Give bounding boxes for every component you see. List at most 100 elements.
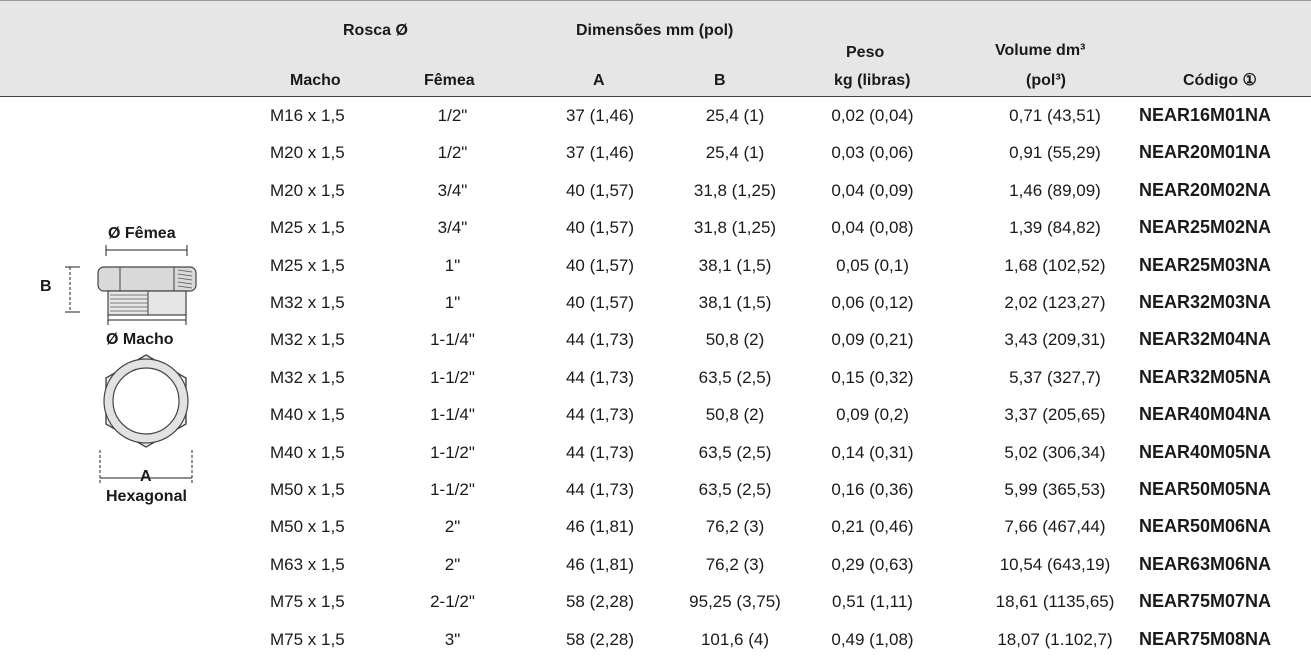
cell-a: 58 (2,28)	[565, 592, 635, 612]
cell-a: 44 (1,73)	[565, 330, 635, 350]
header-dimensoes: Dimensões mm (pol)	[576, 22, 734, 39]
table-row: M16 x 1,5 1/2" 37 (1,46) 25,4 (1) 0,02 (0,04…	[0, 97, 1311, 134]
cell-macho: M32 x 1,5	[270, 293, 345, 312]
reducer-figure: Ø Fêmea B Ø Macho A Hexagonal	[40, 220, 230, 520]
cell-femea: 1/2"	[437, 106, 468, 125]
table-row: M32 x 1,5 1-1/2" 44 (1,73) 63,5 (2,5) 0,15 (…	[0, 359, 1311, 396]
table-row: M25 x 1,5 3/4" 40 (1,57) 31,8 (1,25) 0,04 (0…	[0, 209, 1311, 246]
cell-codigo: NEAR63M06NA	[1139, 553, 1272, 574]
table-row: M40 x 1,5 1-1/4" 44 (1,73) 50,8 (2) 0,09 (0,…	[0, 396, 1311, 433]
cell-codigo: NEAR25M02NA	[1139, 217, 1272, 238]
cell-codigo: NEAR32M03NA	[1139, 292, 1272, 312]
cell-peso: 0,05 (0,1)	[836, 255, 909, 275]
figure-femea-label: Ø Fêmea	[108, 225, 176, 242]
cell-codigo: NEAR40M04NA	[1139, 404, 1272, 425]
header-volume: Volume dm³	[995, 42, 1086, 59]
cell-peso: 0,49 (1,08)	[831, 629, 914, 649]
cell-femea: 1"	[444, 255, 461, 275]
cell-peso: 0,09 (0,21)	[831, 330, 914, 350]
cell-macho: M75 x 1,5	[270, 592, 345, 612]
figure-a-label: A	[140, 468, 152, 485]
cell-macho: M40 x 1,5	[270, 405, 345, 425]
figure-hexagonal-label: Hexagonal	[106, 488, 187, 505]
cell-a: 44 (1,73)	[565, 367, 635, 387]
cell-b: 76,2 (3)	[705, 554, 765, 574]
cell-a: 40 (1,57)	[565, 293, 635, 312]
cell-a: 44 (1,73)	[565, 405, 635, 425]
cell-a: 44 (1,73)	[565, 442, 635, 462]
cell-codigo: NEAR32M04NA	[1139, 329, 1272, 350]
cell-macho: M20 x 1,5	[270, 143, 345, 163]
cell-femea: 1-1/2"	[430, 442, 475, 462]
cell-b: 50,8 (2)	[705, 330, 765, 350]
cell-volume: 3,43 (209,31)	[1004, 330, 1106, 350]
reducer-drawing	[65, 245, 197, 484]
cell-femea: 2"	[444, 554, 461, 574]
cell-peso: 0,03 (0,06)	[831, 143, 914, 163]
cell-macho: M25 x 1,5	[270, 218, 345, 238]
cell-peso: 0,06 (0,12)	[831, 293, 914, 312]
cell-peso: 0,29 (0,63)	[831, 554, 914, 574]
cell-codigo: NEAR40M05NA	[1139, 441, 1272, 462]
cell-volume: 1,46 (89,09)	[1009, 180, 1101, 200]
cell-codigo: NEAR75M08NA	[1139, 628, 1272, 649]
cell-macho: M50 x 1,5	[270, 480, 345, 499]
table-header: Rosca Ø Dimensões mm (pol) Peso Volume d…	[0, 0, 1311, 97]
cell-volume: 5,37 (327,7)	[1009, 367, 1101, 387]
header-codigo: Código ①	[1183, 72, 1257, 89]
cell-macho: M40 x 1,5	[270, 442, 345, 462]
cell-femea: 1/2"	[437, 143, 468, 163]
cell-a: 37 (1,46)	[565, 106, 635, 125]
cell-codigo: NEAR50M06NA	[1139, 516, 1272, 537]
cell-femea: 3/4"	[437, 218, 468, 238]
cell-peso: 0,16 (0,36)	[831, 480, 914, 499]
cell-volume: 3,37 (205,65)	[1004, 405, 1106, 425]
figure-b-label: B	[40, 278, 52, 295]
table-row: M40 x 1,5 1-1/2" 44 (1,73) 63,5 (2,5) 0,14 (…	[0, 434, 1311, 471]
cell-codigo: NEAR50M05NA	[1139, 479, 1272, 499]
cell-peso: 0,15 (0,32)	[831, 367, 914, 387]
cell-a: 46 (1,81)	[565, 517, 635, 537]
cell-b: 31,8 (1,25)	[693, 218, 777, 238]
cell-macho: M25 x 1,5	[270, 255, 345, 275]
cell-peso: 0,51 (1,11)	[832, 592, 913, 612]
cell-volume: 18,07 (1.102,7)	[997, 629, 1113, 649]
cell-macho: M32 x 1,5	[270, 367, 345, 387]
cell-peso: 0,21 (0,46)	[831, 517, 914, 537]
cell-a: 40 (1,57)	[565, 218, 635, 238]
cell-b: 63,5 (2,5)	[698, 367, 772, 387]
table-row: M32 x 1,5 1-1/4" 44 (1,73) 50,8 (2) 0,09 (0,…	[0, 321, 1311, 358]
cell-b: 63,5 (2,5)	[698, 480, 772, 499]
table-row: M50 x 1,5 1-1/2" 44 (1,73) 63,5 (2,5) 0,16 (…	[0, 471, 1311, 508]
cell-peso: 0,02 (0,04)	[831, 106, 914, 125]
table-row: M25 x 1,5 1" 40 (1,57) 38,1 (1,5) 0,05 (0,1)…	[0, 247, 1311, 284]
cell-volume: 0,71 (43,51)	[1009, 106, 1101, 125]
cell-macho: M50 x 1,5	[270, 517, 345, 537]
cell-b: 76,2 (3)	[705, 517, 765, 537]
header-a: A	[593, 72, 605, 89]
cell-a: 37 (1,46)	[565, 143, 635, 163]
table-row: M75 x 1,5 3" 58 (2,28) 101,6 (4) 0,49 (1,08)…	[0, 621, 1311, 658]
cell-b: 50,8 (2)	[705, 405, 765, 425]
cell-volume: 18,61 (1135,65)	[995, 592, 1115, 612]
cell-a: 40 (1,57)	[565, 180, 635, 200]
cell-femea: 1-1/4"	[430, 405, 475, 425]
cell-b: 38,1 (1,5)	[698, 255, 772, 275]
table-row: M20 x 1,5 1/2" 37 (1,46) 25,4 (1) 0,03 (0,06…	[0, 134, 1311, 171]
cell-femea: 2-1/2"	[430, 592, 475, 612]
cell-volume: 1,68 (102,52)	[1004, 255, 1106, 275]
cell-b: 38,1 (1,5)	[698, 293, 772, 312]
cell-volume: 10,54 (643,19)	[999, 554, 1111, 574]
cell-femea: 3"	[444, 629, 461, 649]
cell-b: 25,4 (1)	[705, 143, 765, 163]
cell-macho: M32 x 1,5	[270, 330, 345, 350]
header-rosca: Rosca Ø	[343, 22, 408, 39]
cell-b: 31,8 (1,25)	[693, 180, 777, 200]
cell-peso: 0,04 (0,09)	[831, 180, 914, 200]
table-row: M63 x 1,5 2" 46 (1,81) 76,2 (3) 0,29 (0,63) 1…	[0, 546, 1311, 583]
table-row: M75 x 1,5 2-1/2" 58 (2,28) 95,25 (3,75) 0,51…	[0, 583, 1311, 620]
cell-peso: 0,04 (0,08)	[831, 218, 914, 238]
figure-macho-label: Ø Macho	[106, 331, 174, 348]
table-row: M32 x 1,5 1" 40 (1,57) 38,1 (1,5) 0,06 (0,12…	[0, 284, 1311, 321]
